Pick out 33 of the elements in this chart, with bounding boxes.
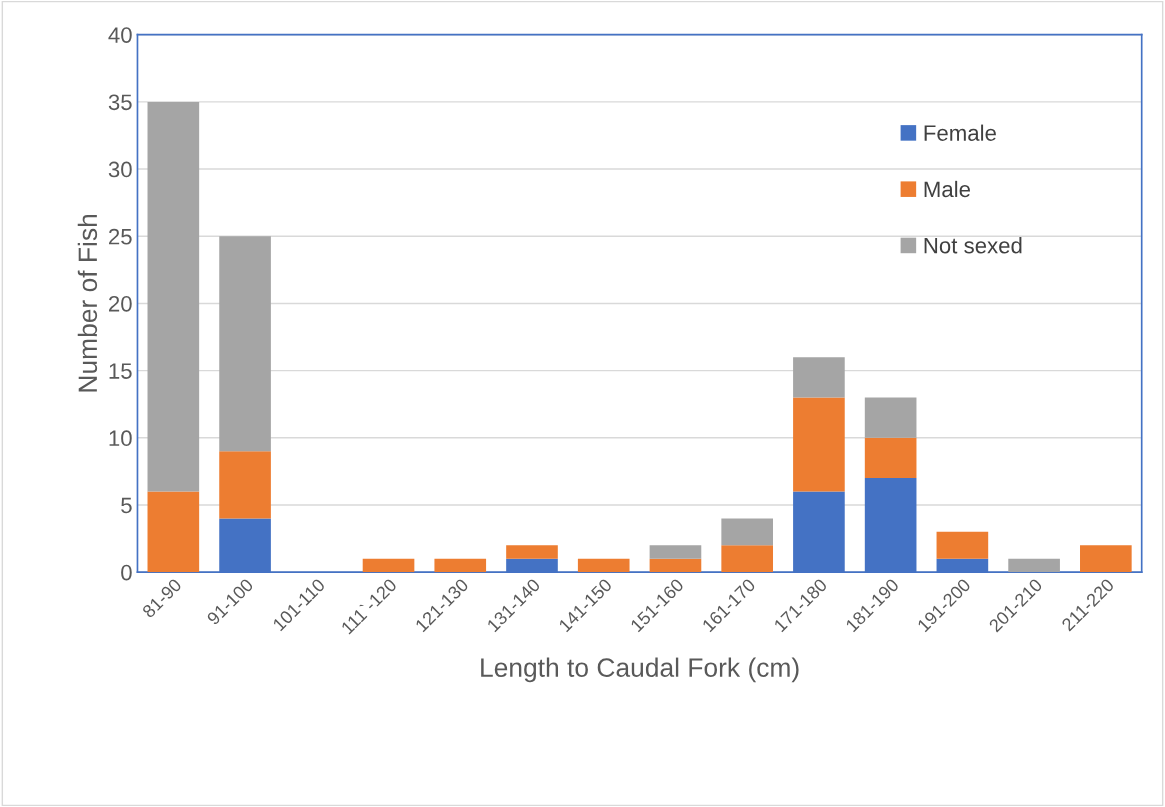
y-tick-label: 25 [109,228,132,245]
legend-label: Female [924,124,996,141]
bar [721,518,773,546]
bar [793,397,845,492]
bar [147,491,200,573]
bar [1008,558,1060,573]
y-tick-label: 5 [121,497,132,514]
bar [936,531,989,559]
bar [147,101,200,492]
legend-label: Not sexed [924,237,1022,254]
legend-label: Male [924,180,970,198]
y-tick-label: 20 [109,295,132,312]
y-tick-label: 35 [108,94,132,111]
bar [219,236,271,452]
y-tick-label: 30 [108,161,132,178]
y-tick-label: 0 [121,564,132,581]
bar [1080,545,1132,573]
bar [864,397,917,438]
bar [649,545,702,559]
bar [362,558,415,573]
bar [793,357,845,398]
bar [721,545,773,573]
y-tick-label: 10 [109,430,132,447]
y-axis-title: Number of Fish [77,214,98,392]
x-axis-title: Length to Caudal Fork (cm) [481,657,799,683]
bar [506,545,558,559]
y-tick-label: 40 [108,27,132,43]
bar [219,451,271,519]
bar [434,558,487,573]
y-tick-label: 15 [109,363,132,379]
bar [577,558,630,573]
bar [864,437,917,479]
bar [649,558,702,573]
